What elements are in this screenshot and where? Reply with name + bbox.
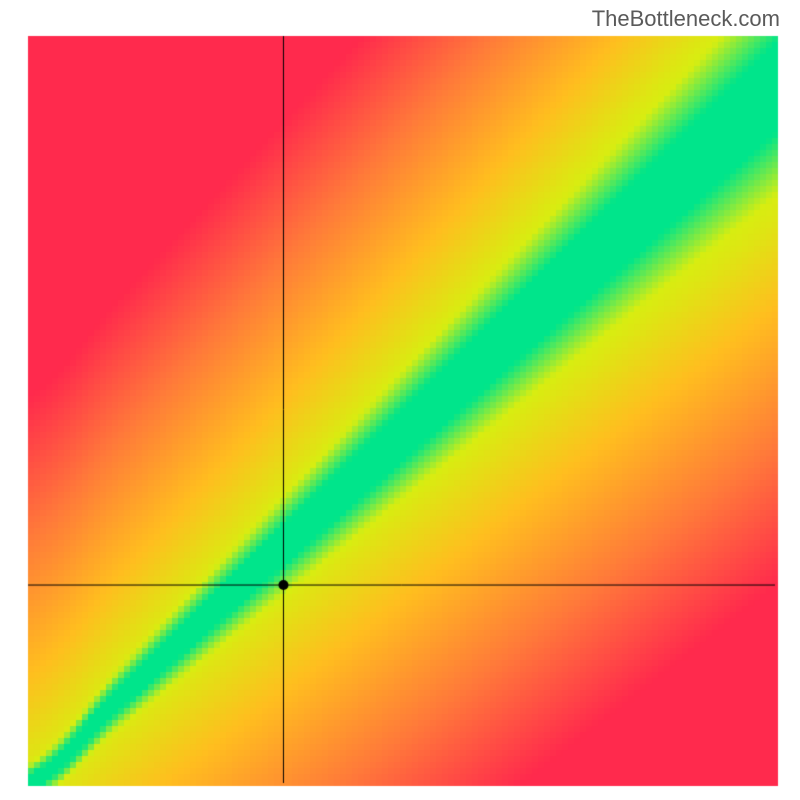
chart-container: TheBottleneck.com	[0, 0, 800, 800]
watermark-text: TheBottleneck.com	[592, 6, 780, 32]
heatmap-canvas	[0, 0, 800, 800]
